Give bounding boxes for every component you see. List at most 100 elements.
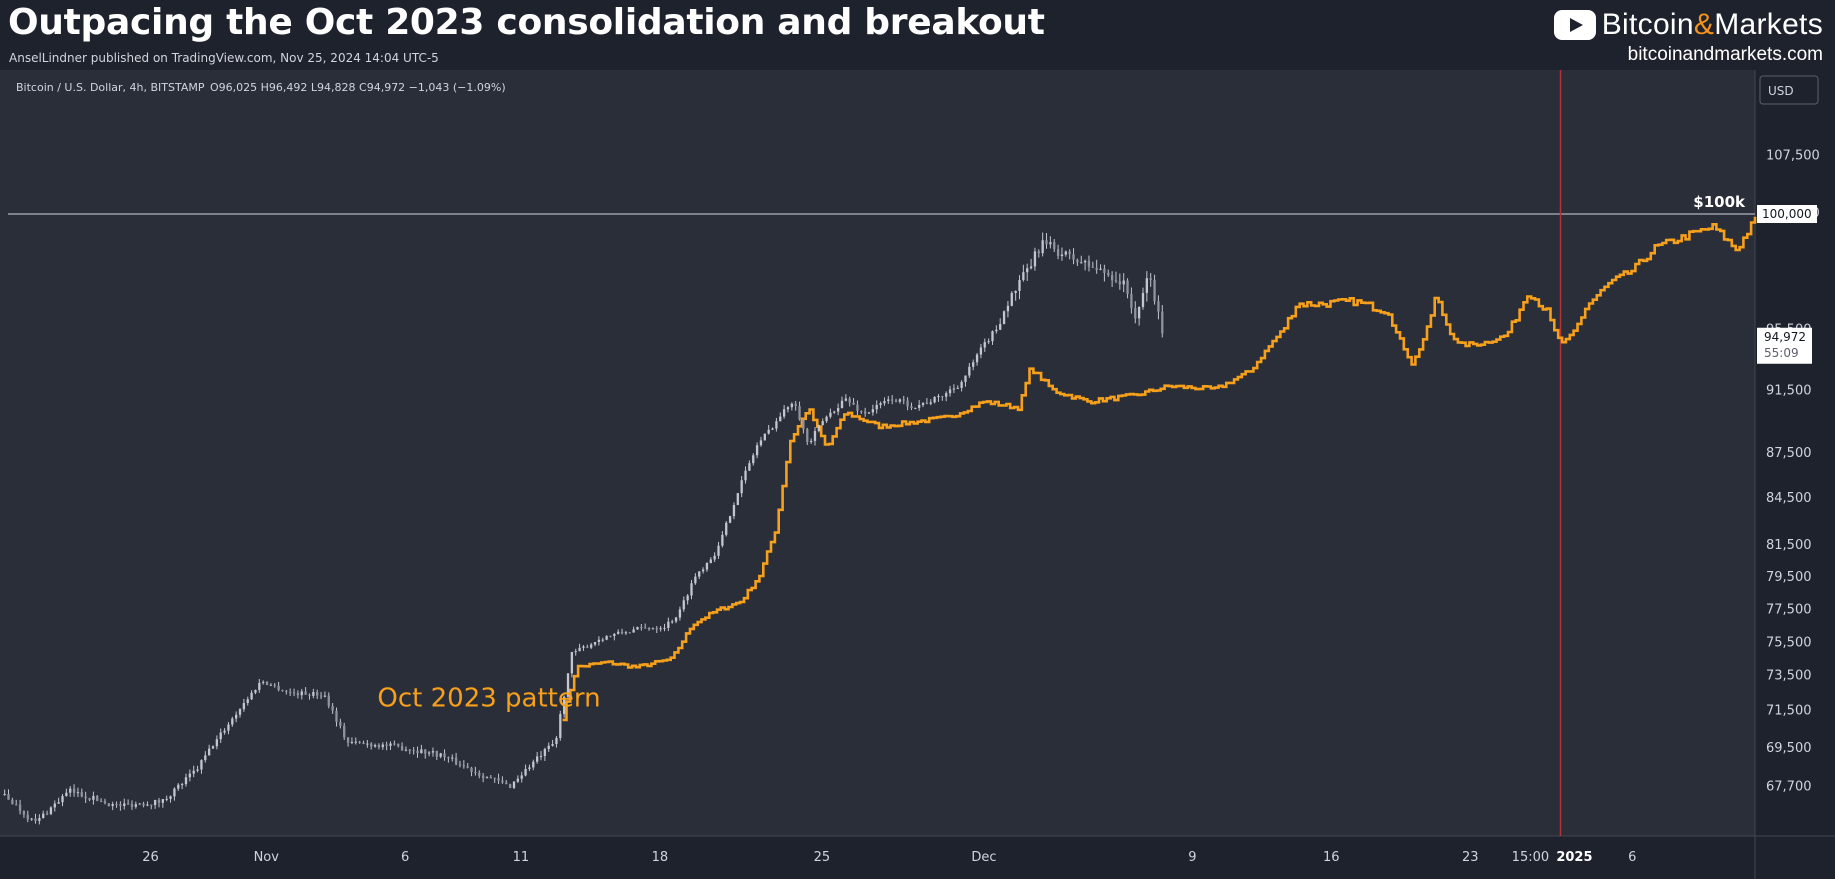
candle[interactable] <box>366 740 369 748</box>
candle[interactable] <box>570 651 574 678</box>
candle[interactable] <box>802 419 805 434</box>
candle[interactable] <box>150 804 153 810</box>
candle[interactable] <box>400 742 404 751</box>
candle[interactable] <box>918 400 921 411</box>
candle[interactable] <box>566 673 570 700</box>
candle[interactable] <box>887 395 890 404</box>
candle[interactable] <box>72 784 76 797</box>
candle[interactable] <box>582 644 585 651</box>
candle[interactable] <box>246 696 249 706</box>
candle[interactable] <box>867 411 871 415</box>
candle[interactable] <box>304 687 307 695</box>
candle[interactable] <box>296 690 300 699</box>
candle[interactable] <box>269 683 273 686</box>
candle[interactable] <box>273 683 276 688</box>
candle[interactable] <box>30 817 33 821</box>
candle[interactable] <box>763 433 766 441</box>
candle[interactable] <box>512 781 516 790</box>
candle[interactable] <box>995 325 998 334</box>
candle[interactable] <box>1049 236 1052 249</box>
candle[interactable] <box>319 691 323 700</box>
candle[interactable] <box>88 797 91 802</box>
candle[interactable] <box>821 418 824 426</box>
candle[interactable] <box>601 637 604 643</box>
candle[interactable] <box>285 689 288 695</box>
candle[interactable] <box>15 799 18 806</box>
candle[interactable] <box>207 744 211 756</box>
candle[interactable] <box>1110 271 1114 287</box>
candle[interactable] <box>1056 244 1060 260</box>
candle[interactable] <box>177 783 180 791</box>
candle[interactable] <box>119 801 122 811</box>
candle[interactable] <box>528 764 531 772</box>
candle[interactable] <box>852 397 855 405</box>
candle[interactable] <box>1087 255 1091 272</box>
candle[interactable] <box>111 801 114 811</box>
candle[interactable] <box>620 628 624 635</box>
candle[interactable] <box>215 735 219 750</box>
candle[interactable] <box>281 689 284 692</box>
candle[interactable] <box>431 747 435 757</box>
candle[interactable] <box>1010 291 1013 307</box>
candle[interactable] <box>1068 249 1071 260</box>
candle[interactable] <box>682 596 685 612</box>
candle[interactable] <box>829 408 832 419</box>
candle[interactable] <box>628 632 631 634</box>
candle[interactable] <box>61 794 64 807</box>
candle[interactable] <box>343 722 346 740</box>
candle[interactable] <box>1157 295 1160 320</box>
candle[interactable] <box>358 740 361 744</box>
candle[interactable] <box>424 749 427 759</box>
candle[interactable] <box>605 635 608 641</box>
candle[interactable] <box>65 788 68 797</box>
candle[interactable] <box>505 780 508 785</box>
time-axis-panel[interactable] <box>0 836 1755 879</box>
candle[interactable] <box>698 571 701 580</box>
candle[interactable] <box>1033 247 1037 271</box>
candle[interactable] <box>1064 250 1067 257</box>
candle[interactable] <box>972 359 975 371</box>
candle[interactable] <box>115 801 118 808</box>
candle[interactable] <box>891 395 894 405</box>
candle[interactable] <box>489 775 493 779</box>
candle[interactable] <box>875 400 878 414</box>
candle[interactable] <box>690 579 693 600</box>
price-axis-panel[interactable] <box>1755 70 1835 836</box>
candle[interactable] <box>1041 232 1044 257</box>
candle[interactable] <box>898 398 902 404</box>
candle[interactable] <box>238 708 242 718</box>
candle[interactable] <box>925 397 929 405</box>
candle[interactable] <box>701 567 705 574</box>
candle[interactable] <box>929 399 932 406</box>
candle[interactable] <box>786 406 790 413</box>
candle[interactable] <box>474 766 477 776</box>
candle[interactable] <box>1080 255 1083 264</box>
candle[interactable] <box>146 801 149 807</box>
candle[interactable] <box>335 707 338 727</box>
candle[interactable] <box>57 797 60 804</box>
candle[interactable] <box>879 401 882 409</box>
candle[interactable] <box>709 557 712 564</box>
candle[interactable] <box>265 681 269 686</box>
candle[interactable] <box>11 797 14 805</box>
candle[interactable] <box>107 803 110 807</box>
candle[interactable] <box>728 515 732 524</box>
candle[interactable] <box>478 770 481 779</box>
candle[interactable] <box>393 740 396 746</box>
candle[interactable] <box>227 722 230 735</box>
candle[interactable] <box>1045 233 1048 249</box>
currency-button[interactable]: USD <box>1759 75 1819 105</box>
candle[interactable] <box>397 743 400 748</box>
candle[interactable] <box>532 759 535 771</box>
candle[interactable] <box>308 693 311 700</box>
candle[interactable] <box>732 502 736 520</box>
candle[interactable] <box>1134 301 1137 324</box>
candle[interactable] <box>231 716 234 727</box>
candle[interactable] <box>327 692 330 709</box>
candle[interactable] <box>96 794 99 802</box>
candle[interactable] <box>740 475 743 498</box>
candle[interactable] <box>1053 239 1056 252</box>
candle[interactable] <box>555 735 558 748</box>
candle[interactable] <box>979 343 983 359</box>
candle[interactable] <box>1018 275 1021 300</box>
